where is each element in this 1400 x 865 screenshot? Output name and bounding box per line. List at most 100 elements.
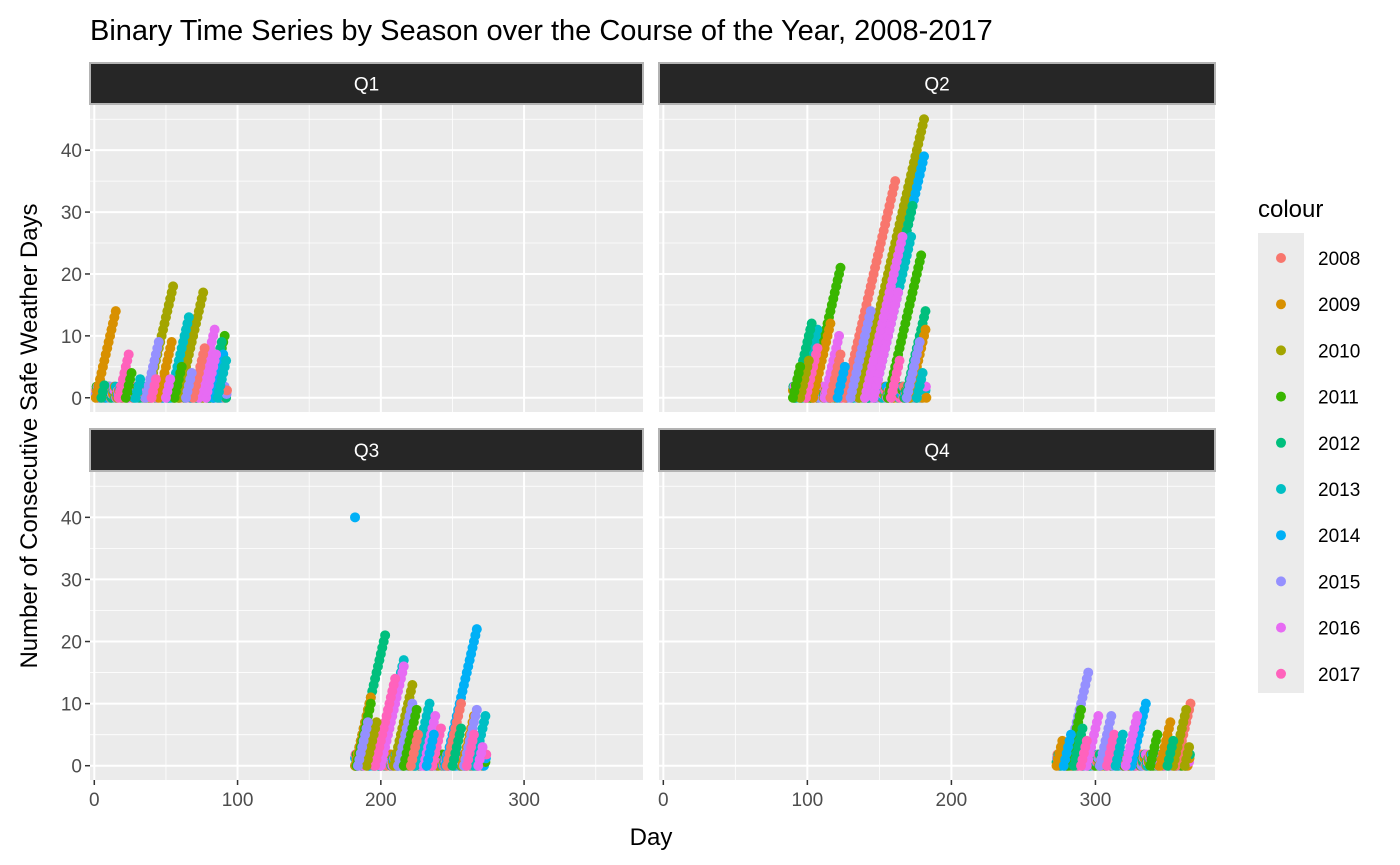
legend-label: 2017	[1318, 665, 1360, 686]
data-point	[390, 673, 401, 684]
points-layer	[1051, 667, 1196, 771]
x-tick-label: 100	[792, 790, 824, 811]
data-point	[920, 306, 931, 317]
y-tick-label: 0	[71, 389, 82, 410]
data-point	[168, 281, 179, 292]
series-run-2016	[868, 287, 904, 403]
data-point	[110, 306, 121, 317]
data-point	[1165, 717, 1176, 728]
data-point	[921, 392, 932, 403]
series-run-2015	[1094, 711, 1117, 771]
series-run-2008	[405, 729, 424, 771]
series-run-2011	[169, 361, 187, 403]
panel-q2: Q2	[658, 62, 1216, 412]
x-tick-label: 0	[89, 790, 100, 811]
data-point	[920, 324, 931, 335]
series-run-2011	[1145, 729, 1163, 771]
data-point	[411, 704, 422, 715]
facet-strip	[89, 62, 644, 105]
legend-label: 2015	[1318, 572, 1360, 593]
series-run-2017	[461, 729, 479, 771]
x-tick-label: 200	[365, 790, 397, 811]
x-tick-label: 100	[222, 790, 254, 811]
data-point	[919, 114, 930, 125]
y-tick-label: 40	[61, 508, 82, 529]
facet-strip-label: Q2	[924, 75, 949, 96]
x-tick-label: 300	[1080, 790, 1112, 811]
series-run-2010	[795, 355, 814, 403]
data-point	[126, 368, 137, 379]
data-point	[398, 661, 409, 672]
data-point	[371, 717, 382, 728]
series-run-2014	[832, 361, 850, 403]
series-run-2009	[90, 306, 121, 403]
legend: colour 2008 2009 2010 2011 2012 2013 2014 2015 2…	[1258, 196, 1361, 693]
data-point	[471, 704, 482, 715]
series-run-2013	[130, 374, 146, 403]
data-point	[795, 361, 806, 372]
series-run-2017	[1101, 729, 1120, 771]
y-tick-label: 20	[61, 633, 82, 654]
data-point	[1168, 735, 1179, 746]
data-point	[835, 262, 846, 273]
series-run-2013	[911, 368, 928, 403]
y-tick-label: 10	[61, 695, 82, 716]
y-tick-label: 40	[61, 141, 82, 162]
points-layer	[350, 512, 492, 771]
data-point	[1181, 704, 1192, 715]
data-point	[1140, 698, 1151, 709]
data-point	[865, 306, 876, 317]
series-run-2015	[901, 337, 925, 403]
y-tick-label: 20	[61, 265, 82, 286]
series-run-2012	[447, 723, 467, 771]
data-point	[199, 343, 210, 354]
series-run-2017	[146, 374, 161, 403]
data-point	[1152, 729, 1163, 740]
data-point	[413, 729, 424, 740]
data-point	[1065, 729, 1076, 740]
series-run-2009	[153, 337, 177, 403]
legend-label: 2011	[1318, 388, 1359, 409]
y-tick-label: 30	[61, 203, 82, 224]
legend-key-2013	[1276, 484, 1286, 494]
series-run-2016	[859, 231, 908, 403]
series-run-2016	[1120, 711, 1143, 771]
y-tick-label: 30	[61, 570, 82, 591]
panel-background	[659, 105, 1215, 412]
data-point	[365, 698, 376, 709]
data-point	[435, 723, 446, 734]
legend-title: colour	[1258, 196, 1323, 223]
data-point	[186, 368, 197, 379]
data-point	[480, 711, 491, 722]
data-point	[407, 679, 418, 690]
legend-label: 2010	[1318, 341, 1360, 362]
data-point	[825, 318, 836, 329]
data-point	[165, 374, 176, 385]
facet-strip-label: Q4	[924, 441, 950, 462]
series-run-2010	[1179, 742, 1195, 771]
data-point	[153, 337, 164, 348]
data-point	[471, 624, 482, 635]
panels-layer: Q1 0 10 20 30 40 Q2 Q3 0 10 20 30 40 0 100 200 300 Q4 0 100…	[61, 62, 1216, 811]
data-point	[812, 343, 823, 354]
data-point	[456, 698, 467, 709]
legend-label: 2014	[1318, 526, 1361, 547]
legend-key-2014	[1276, 530, 1286, 541]
points-layer	[90, 281, 232, 403]
data-point	[914, 337, 925, 348]
legend-label: 2016	[1318, 619, 1360, 640]
facet-strip	[89, 428, 644, 472]
facet-strip-label: Q3	[354, 441, 379, 462]
data-point	[1109, 729, 1120, 740]
legend-label: 2012	[1318, 434, 1360, 455]
data-point	[123, 349, 134, 360]
data-point	[1132, 711, 1143, 722]
data-point	[1077, 723, 1088, 734]
data-point	[803, 355, 814, 366]
x-tick-label: 0	[658, 790, 669, 811]
panel-q3: Q3 0 10 20 30 40 0 100 200 300	[61, 428, 644, 811]
data-point	[893, 287, 904, 298]
panel-background	[659, 472, 1215, 780]
series-run-2017	[370, 673, 401, 771]
